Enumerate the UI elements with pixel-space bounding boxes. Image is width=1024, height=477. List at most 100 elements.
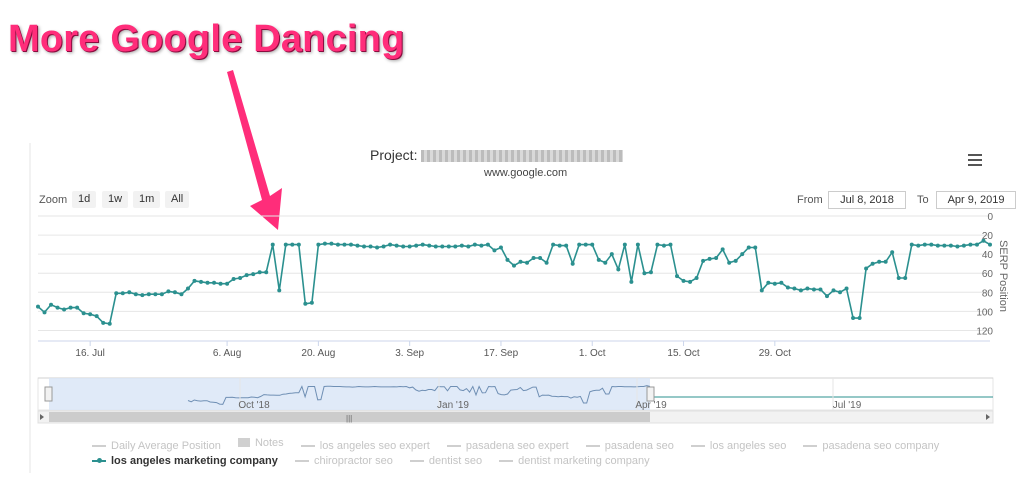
scroll-left-icon[interactable] (40, 414, 44, 420)
scrollbar[interactable]: ||| (37, 410, 994, 424)
x-tick-label: 1. Oct (579, 348, 606, 359)
data-point (655, 242, 660, 247)
data-point (427, 243, 432, 248)
x-tick-label: 15. Oct (667, 348, 699, 359)
data-point (433, 244, 438, 249)
data-point (381, 244, 386, 249)
data-point (172, 290, 177, 295)
data-point (988, 242, 992, 247)
data-point (694, 276, 699, 280)
data-point (505, 257, 510, 262)
data-point (342, 242, 347, 247)
data-point (127, 290, 132, 295)
legend-item-dentist-seo[interactable]: dentist seo (409, 454, 482, 467)
data-point (179, 292, 184, 297)
data-point (766, 280, 771, 285)
data-point (479, 243, 484, 248)
data-point (974, 242, 979, 247)
zoom-all-button[interactable]: All (165, 191, 190, 208)
data-point (629, 279, 634, 284)
legend-item-daily-average-position[interactable]: Daily Average Position (92, 440, 221, 453)
data-point (146, 292, 151, 297)
chart-menu-icon[interactable] (968, 154, 982, 166)
data-point (857, 316, 862, 321)
legend-item-pasadena-seo[interactable]: pasadena seo (585, 440, 674, 453)
x-tick-label: 16. Jul (75, 348, 104, 359)
y-tick-label: 40 (982, 250, 994, 261)
data-point (577, 242, 582, 247)
legend-item-pasadena-seo-expert[interactable]: pasadena seo expert (446, 440, 569, 453)
data-point (394, 243, 399, 248)
data-point (896, 276, 901, 280)
navigator-selection[interactable] (49, 378, 650, 410)
zoom-1w-button[interactable]: 1w (102, 191, 129, 208)
legend-item-notes[interactable]: Notes (237, 436, 284, 449)
data-point (166, 289, 171, 294)
data-point (942, 243, 947, 248)
data-point (277, 288, 282, 293)
data-point (727, 260, 732, 265)
data-point (238, 276, 243, 280)
zoom-1m-button[interactable]: 1m (133, 191, 161, 208)
scrollbar-thumb[interactable] (49, 412, 650, 422)
legend-item-los-angeles-marketing-company[interactable]: los angeles marketing company (92, 454, 278, 467)
data-point (909, 242, 914, 247)
legend-item-dentist-marketing-company[interactable]: dentist marketing company (499, 454, 650, 467)
data-point (916, 243, 921, 248)
data-point (818, 287, 823, 292)
data-point (948, 243, 953, 248)
data-point (101, 320, 106, 325)
legend-item-los-angeles-seo[interactable]: los angeles seo (690, 440, 786, 453)
legend-item-los-angeles-seo-expert[interactable]: los angeles seo expert (300, 440, 430, 453)
data-point (446, 244, 451, 249)
data-point (544, 260, 549, 265)
data-point (244, 273, 249, 278)
data-point (68, 305, 73, 310)
data-point (518, 259, 523, 264)
chart-subtitle: www.google.com (484, 167, 568, 179)
from-date-input[interactable] (828, 191, 906, 209)
data-point (205, 280, 210, 285)
data-point (675, 274, 680, 279)
data-point (681, 278, 686, 283)
navigator-handle-left[interactable] (44, 386, 53, 402)
legend-item-pasadena-seo-company[interactable]: pasadena seo company (803, 440, 939, 453)
x-axis: 16. Jul 6. Aug 20. Aug 3. Sep 17. Sep 1. Oct 1… (38, 340, 990, 359)
data-point (870, 261, 875, 266)
zoom-1d-button[interactable]: 1d (72, 191, 97, 208)
navigator-tick-label: Jul '19 (833, 400, 862, 411)
navigator[interactable]: Oct '18 Jan '19 Apr '19 Jul '19 (37, 377, 994, 411)
data-point (877, 259, 882, 264)
data-point (159, 292, 164, 297)
navigator-handle-right[interactable] (646, 386, 655, 402)
x-tick-label: 29. Oct (759, 348, 791, 359)
data-point (635, 242, 640, 247)
x-tick-label: 20. Aug (301, 348, 335, 359)
data-point (453, 244, 458, 249)
data-point (133, 292, 138, 297)
data-point (622, 242, 627, 247)
data-point (42, 310, 47, 315)
data-point (779, 280, 784, 285)
data-point (153, 292, 158, 297)
scroll-right-icon[interactable] (986, 414, 990, 420)
data-point (107, 321, 112, 326)
data-point (890, 250, 895, 255)
data-point (811, 287, 816, 292)
data-point (922, 242, 927, 247)
to-date-input[interactable] (936, 191, 1016, 209)
data-point (498, 245, 503, 250)
data-point (935, 243, 940, 248)
data-point (329, 241, 334, 246)
data-point (955, 244, 960, 249)
scrollbar-grip-icon: ||| (346, 414, 352, 423)
data-point (753, 245, 758, 250)
data-point (864, 266, 869, 271)
legend-item-chiropractor-seo[interactable]: chiropractor seo (294, 454, 393, 467)
to-label: To (917, 194, 929, 206)
data-point (283, 242, 288, 247)
data-point (212, 280, 217, 285)
data-point (831, 288, 836, 293)
data-point (192, 278, 197, 283)
data-point (414, 243, 419, 248)
